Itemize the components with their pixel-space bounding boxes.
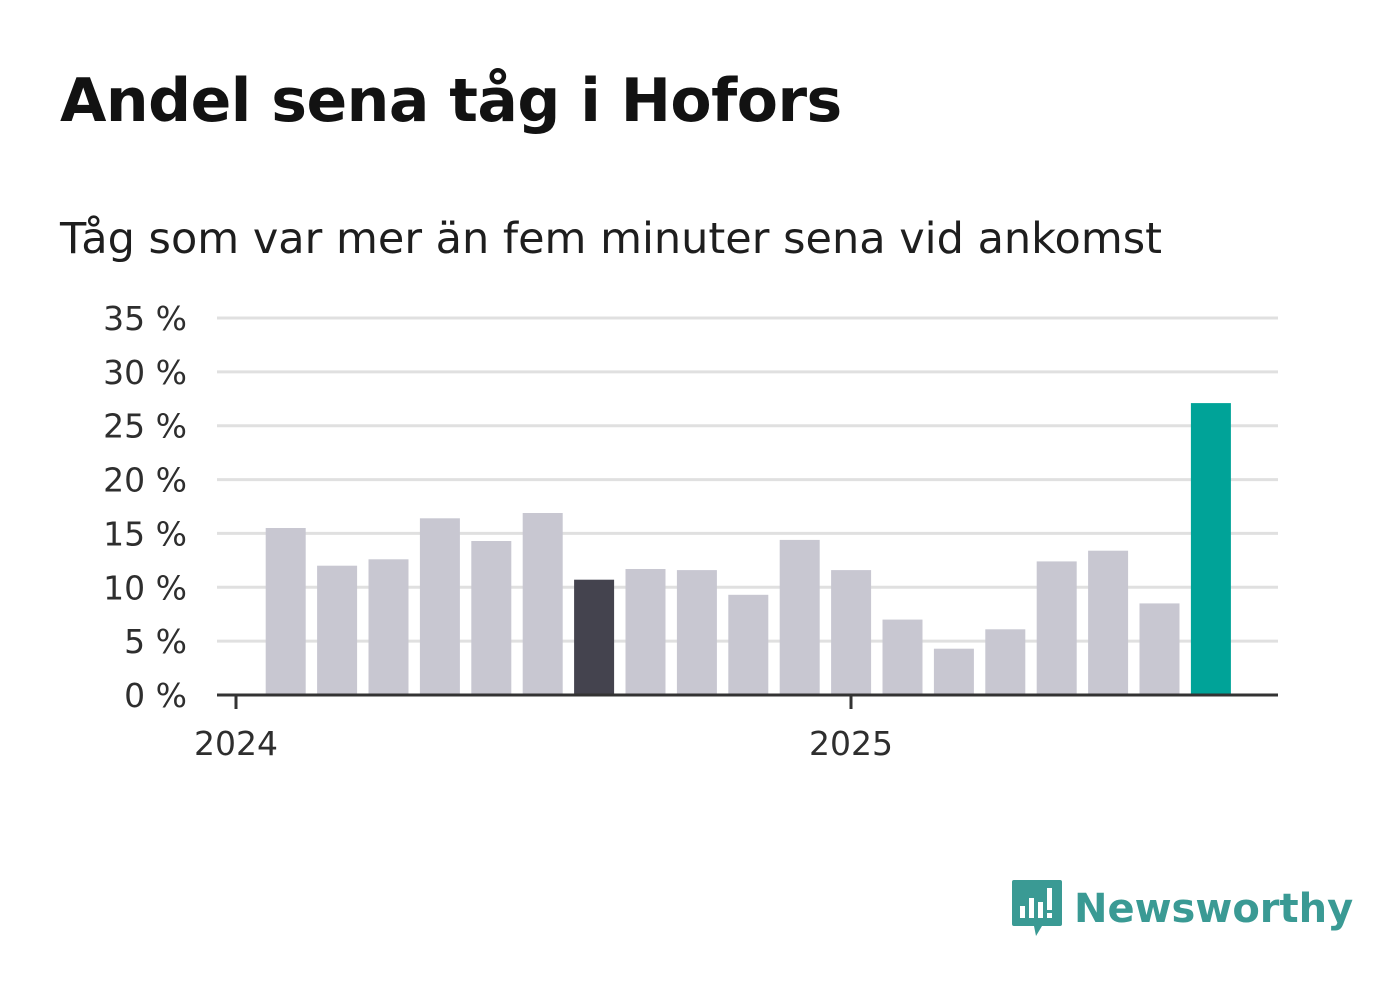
bar [625,569,666,695]
bar [471,541,512,695]
bar [985,629,1026,695]
bar [317,565,358,695]
axes [217,693,1278,709]
x-tick-label: 2025 [809,724,893,763]
y-tick-label: 10 % [103,568,187,607]
bar [419,518,460,695]
y-tick-label: 15 % [103,514,187,553]
bar [368,559,409,695]
chart-title: Andel sena tåg i Hofors [60,66,842,136]
newsworthy-logo: Newsworthy [1010,878,1353,940]
bar-chart-speech-bubble-icon [1012,880,1062,936]
bar [933,648,974,695]
y-tick-label: 5 % [124,622,187,661]
bar [1139,603,1180,695]
bar [831,570,872,695]
y-axis-labels: 0 % 5 % 10 % 15 % 20 % 25 % 30 % 35 % [103,299,187,715]
x-axis-labels: 2024 2025 [194,724,893,763]
bar [1190,403,1231,695]
brand-name: Newsworthy [1074,886,1354,932]
y-tick-label: 0 % [124,676,187,715]
bar [522,513,563,695]
y-tick-label: 25 % [103,407,187,446]
bar [728,594,769,695]
bar [1088,550,1129,695]
bar [882,619,923,695]
y-tick-label: 30 % [103,353,187,392]
x-tick-label: 2024 [194,724,278,763]
y-tick-label: 35 % [103,299,187,338]
bar [265,528,306,695]
bar [574,579,615,695]
y-tick-label: 20 % [103,461,187,500]
bar [1036,561,1077,695]
bar [779,539,820,695]
bars [265,403,1231,695]
bar [676,570,717,695]
chart-subtitle: Tåg som var mer än fem minuter sena vid … [60,214,1163,264]
